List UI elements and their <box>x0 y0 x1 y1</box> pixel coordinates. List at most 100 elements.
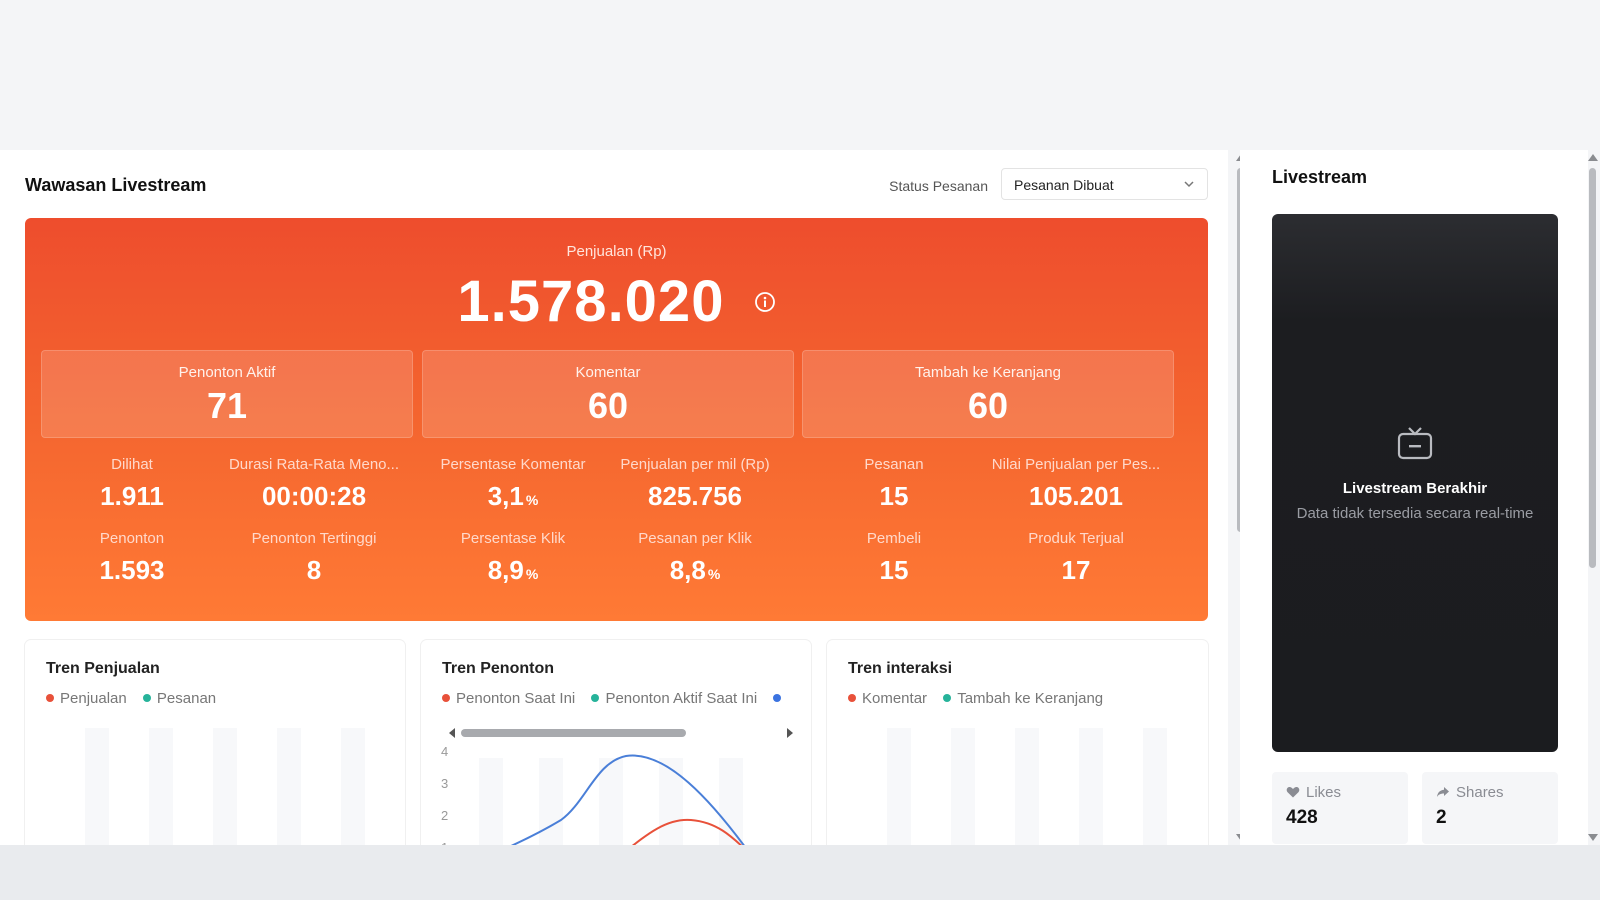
metric-label: Pesanan per Klik <box>638 530 752 547</box>
metric-value: 8 <box>221 555 407 586</box>
chart-scroll-thumb <box>461 729 686 737</box>
metric-orders-per-click: Pesanan per Klik 8,8% <box>602 530 788 586</box>
livestream-player[interactable]: Livestream Berakhir Data tidak tersedia … <box>1272 214 1558 752</box>
metric-label: Persentase Komentar <box>440 456 586 473</box>
order-status-label: Status Pesanan <box>889 178 988 194</box>
viewer-trend-card: Tren Penonton Penonton Saat Ini Penonton… <box>421 640 811 845</box>
top-blank-area <box>0 0 1600 150</box>
chart-scroll-right-arrow <box>787 728 793 738</box>
metric-value: 1.593 <box>39 555 225 586</box>
likes-card: Likes 428 <box>1272 772 1408 844</box>
metric-number: 825.756 <box>648 481 742 511</box>
stat-label: Penonton Aktif <box>178 364 276 381</box>
viewer-trend-chart: 4 3 2 1 <box>441 728 793 845</box>
metric-unit: % <box>525 492 539 508</box>
metric-views: Dilihat 1.911 <box>39 456 225 512</box>
page-title: Wawasan Livestream <box>25 175 207 195</box>
scroll-thumb[interactable] <box>1589 168 1596 568</box>
order-status-select[interactable]: Pesanan Dibuat <box>1001 168 1208 200</box>
metric-value: 825.756 <box>602 481 788 512</box>
metric-label: Penonton <box>99 530 165 547</box>
scroll-up-arrow[interactable] <box>1588 154 1598 161</box>
metric-value: 1.911 <box>39 481 225 512</box>
shares-value: 2 <box>1436 807 1447 828</box>
stat-value: 71 <box>206 385 248 426</box>
metric-orders: Pesanan 15 <box>801 456 987 512</box>
legend-label: Komentar <box>862 690 928 707</box>
stat-value: 60 <box>587 385 629 426</box>
insights-header: Wawasan Livestream Status Pesanan Pesana… <box>25 168 1208 204</box>
sales-trend-card: Tren Penjualan Penjualan Pesanan <box>25 640 405 845</box>
livestream-insights-panel: Wawasan Livestream Status Pesanan Pesana… <box>0 150 1228 845</box>
legend-dot <box>442 694 450 703</box>
metric-peak-viewers: Penonton Tertinggi 8 <box>221 530 407 586</box>
chart-scroll-left-arrow <box>449 728 455 738</box>
likes-label: Likes <box>1306 784 1342 801</box>
likes-value: 428 <box>1286 807 1318 828</box>
metric-label: Pesanan <box>864 456 924 473</box>
legend-item[interactable]: Tambah ke Keranjang <box>943 690 1103 707</box>
metric-value: 17 <box>983 555 1169 586</box>
shares-label: Shares <box>1456 784 1504 801</box>
metric-number: 8,8 <box>669 555 706 585</box>
trend-title: Tren Penonton <box>442 660 554 677</box>
legend-label: Penjualan <box>60 690 127 707</box>
metric-sales-value-per-order: Nilai Penjualan per Pes... 105.201 <box>983 456 1169 512</box>
legend-label: Tambah ke Keranjang <box>957 690 1104 707</box>
metric-label: Dilihat <box>111 456 153 473</box>
trend-title: Tren interaksi <box>848 660 953 677</box>
metric-products-sold: Produk Terjual 17 <box>983 530 1169 586</box>
stat-label: Komentar <box>575 364 641 381</box>
y-tick-label: 4 <box>441 744 448 759</box>
metric-value: 105.201 <box>983 481 1169 512</box>
legend-item[interactable]: Penonton Saat Ini <box>442 690 575 707</box>
metric-sales-per-mille: Penjualan per mil (Rp) 825.756 <box>602 456 788 512</box>
legend-dot <box>848 694 856 703</box>
legend-item[interactable]: Penonton Aktif Saat Ini <box>591 690 757 707</box>
trend-legend: Penonton Saat Ini Penonton Aktif Saat In… <box>442 690 799 707</box>
livestream-title: Livestream <box>1272 167 1368 187</box>
legend-dot <box>943 694 952 703</box>
shares-label-row: Shares <box>1436 784 1544 801</box>
metric-number: 15 <box>879 555 909 585</box>
trend-legend: Penjualan Pesanan <box>46 690 228 707</box>
legend-item[interactable]: Pesanan <box>142 690 216 707</box>
legend-label: Penonton Saat Ini <box>456 690 576 707</box>
metric-buyers: Pembeli 15 <box>801 530 987 586</box>
metric-comment-rate: Persentase Komentar 3,1% <box>420 456 606 512</box>
legend-item[interactable]: Penjualan <box>46 690 127 707</box>
y-tick-label: 2 <box>441 808 448 823</box>
info-icon[interactable] <box>754 291 776 313</box>
metric-label: Nilai Penjualan per Pes... <box>991 456 1161 473</box>
chevron-down-icon <box>1184 181 1194 188</box>
metric-value: 15 <box>801 555 987 586</box>
metric-viewers: Penonton 1.593 <box>39 530 225 586</box>
metric-label: Produk Terjual <box>1028 530 1124 547</box>
legend-dot <box>773 694 782 703</box>
metric-number: 8 <box>306 555 322 585</box>
likes-label-row: Likes <box>1286 784 1394 801</box>
y-tick-label: 3 <box>441 776 448 791</box>
legend-item[interactable] <box>773 690 787 707</box>
metric-value: 8,9% <box>420 555 606 586</box>
trend-title: Tren Penjualan <box>46 660 160 677</box>
series-line-blue <box>510 754 745 845</box>
legend-dot <box>46 694 54 703</box>
metric-number: 3,1 <box>487 481 524 511</box>
tv-icon <box>1397 427 1433 460</box>
stat-value: 60 <box>967 385 1009 426</box>
metric-label: Penjualan per mil (Rp) <box>620 456 770 473</box>
metric-value: 00:00:28 <box>221 481 407 512</box>
metric-avg-watch-duration: Durasi Rata-Rata Meno... 00:00:28 <box>221 456 407 512</box>
right-panel-scrollbar[interactable] <box>1586 150 1600 845</box>
legend-item[interactable]: Komentar <box>848 690 927 707</box>
series-line-red <box>631 818 743 845</box>
scroll-down-arrow[interactable] <box>1588 834 1598 841</box>
legend-label: Penonton Aktif Saat Ini <box>605 690 758 707</box>
metric-number: 1.593 <box>99 555 165 585</box>
metric-number: 105.201 <box>1029 481 1123 511</box>
order-status-value: Pesanan Dibuat <box>1014 177 1114 193</box>
legend-dot <box>591 694 600 703</box>
y-tick-label: 1 <box>441 840 448 845</box>
metric-value: 8,8% <box>602 555 788 586</box>
